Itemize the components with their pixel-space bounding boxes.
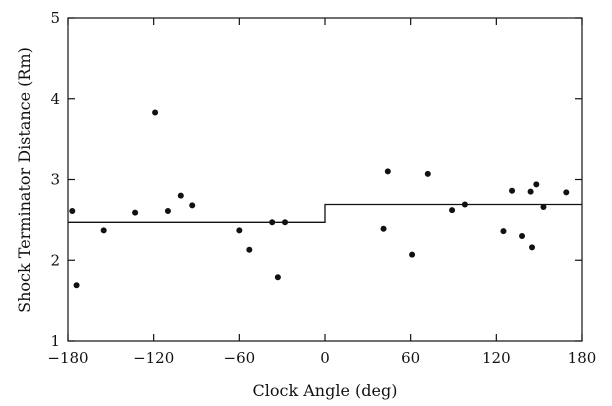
data-point [500, 228, 507, 235]
x-tick-label: 0 [320, 349, 330, 367]
data-point [409, 251, 416, 258]
mean-step-line [68, 203, 582, 223]
data-point [69, 207, 76, 214]
data-point [164, 207, 171, 214]
data-point [529, 244, 536, 251]
x-tick-label: 180 [568, 349, 597, 367]
data-point [449, 207, 456, 214]
x-tick-label: −60 [224, 349, 256, 367]
data-point [509, 187, 516, 194]
data-point [533, 181, 540, 188]
data-point [424, 170, 431, 177]
data-point [269, 219, 276, 226]
data-point [380, 225, 387, 232]
data-point [519, 233, 526, 240]
y-axis-title: Shock Terminator Distance (Rm) [15, 47, 34, 313]
data-point [274, 274, 281, 281]
x-tick-label: −180 [47, 349, 88, 367]
data-point [100, 227, 107, 234]
data-point [246, 246, 253, 253]
data-point [73, 282, 80, 289]
data-point [527, 188, 534, 195]
x-axis-title: Clock Angle (deg) [253, 381, 398, 400]
y-tick-label: 5 [50, 9, 60, 27]
data-point [236, 227, 243, 234]
x-tick-label: 120 [482, 349, 511, 367]
data-point [461, 201, 468, 208]
plot-frame [67, 17, 583, 342]
y-axis-ticks: 1 2 3 4 5 [50, 9, 582, 350]
data-point [563, 189, 570, 196]
y-tick-label: 4 [50, 90, 60, 108]
data-point [384, 168, 391, 175]
x-tick-label: 60 [401, 349, 420, 367]
data-point [132, 209, 139, 216]
data-point [189, 202, 196, 209]
data-points [69, 109, 570, 289]
x-axis-ticks: −180 −120 −60 0 60 120 180 [47, 18, 596, 367]
y-tick-label: 1 [50, 332, 60, 350]
step-line-path [68, 203, 582, 223]
y-tick-label: 3 [50, 171, 60, 189]
x-tick-label: −120 [133, 349, 174, 367]
data-point [282, 219, 289, 226]
data-point [540, 203, 547, 210]
data-point [152, 109, 159, 116]
y-tick-label: 2 [50, 251, 60, 269]
data-point [177, 192, 184, 199]
